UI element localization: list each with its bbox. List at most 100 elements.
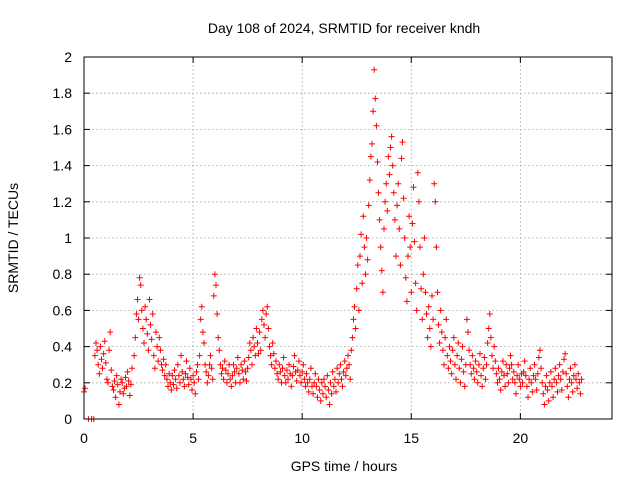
data-point <box>484 340 491 346</box>
data-point <box>505 379 512 386</box>
data-point <box>160 356 167 363</box>
data-point <box>475 361 482 368</box>
data-point <box>124 368 131 375</box>
data-point <box>276 361 283 368</box>
data-point <box>340 368 347 375</box>
data-point <box>460 368 467 375</box>
data-point <box>394 202 401 209</box>
data-point <box>419 316 426 323</box>
data-point <box>487 334 494 341</box>
data-point <box>330 383 337 390</box>
data-point <box>492 358 499 365</box>
data-point <box>273 358 279 365</box>
data-point <box>95 361 102 368</box>
data-point <box>109 383 116 390</box>
data-point <box>223 379 230 386</box>
data-point <box>289 372 296 379</box>
data-point <box>455 340 462 346</box>
data-point <box>369 140 375 147</box>
data-point <box>395 180 402 187</box>
y-tick-label: 1.4 <box>53 158 73 174</box>
data-point <box>470 365 477 372</box>
data-point <box>563 370 570 377</box>
y-tick-labels: 0 0.2 0.4 0.6 0.8 1 1.2 1.4 1.6 1.8 2 <box>53 49 73 427</box>
data-point <box>534 370 541 377</box>
data-point <box>283 367 290 374</box>
data-point <box>317 397 324 404</box>
data-point <box>153 329 159 336</box>
data-point <box>383 180 390 187</box>
data-point <box>441 361 447 368</box>
data-point <box>376 216 383 223</box>
data-point <box>136 274 143 281</box>
data-point <box>442 334 449 341</box>
data-point <box>549 383 555 390</box>
data-point <box>339 383 346 390</box>
y-tick-label: 1.6 <box>53 121 73 137</box>
data-point <box>468 370 475 377</box>
data-point <box>359 280 366 287</box>
data-point <box>355 307 362 314</box>
data-point <box>431 180 438 187</box>
data-point <box>134 296 141 303</box>
data-point <box>279 365 286 372</box>
data-point <box>525 394 531 401</box>
data-point <box>294 367 301 374</box>
data-point <box>149 311 156 317</box>
data-point <box>252 352 259 359</box>
data-point <box>482 376 489 383</box>
data-point <box>535 354 542 361</box>
data-point <box>550 394 557 401</box>
data-point <box>503 361 510 368</box>
data-point <box>241 358 248 365</box>
data-point <box>375 189 382 196</box>
data-point <box>166 370 173 377</box>
data-point <box>235 370 242 377</box>
data-point <box>298 379 305 386</box>
data-point <box>568 379 575 386</box>
data-point <box>103 376 110 383</box>
data-point <box>520 368 527 375</box>
data-point <box>371 66 378 73</box>
data-point <box>421 235 428 241</box>
data-point <box>377 244 384 251</box>
data-point <box>323 394 330 401</box>
data-point <box>189 387 195 393</box>
data-point <box>263 311 270 317</box>
data-point <box>420 271 427 278</box>
data-point <box>261 321 267 328</box>
data-point <box>444 352 451 359</box>
data-point <box>554 388 561 395</box>
data-point <box>191 379 198 386</box>
data-point <box>120 390 127 397</box>
data-point <box>557 376 564 383</box>
data-point <box>274 370 281 377</box>
data-point <box>358 231 365 238</box>
data-point <box>513 390 519 397</box>
data-point <box>277 368 284 375</box>
data-point <box>447 358 454 365</box>
data-point <box>385 153 392 160</box>
data-point <box>218 370 225 377</box>
data-point <box>493 370 500 377</box>
data-point <box>172 376 179 383</box>
data-point <box>132 334 139 341</box>
data-point <box>217 361 224 368</box>
data-point <box>167 379 174 386</box>
data-point <box>207 352 214 359</box>
data-point <box>150 352 157 359</box>
data-point <box>225 370 231 377</box>
data-point <box>423 311 430 317</box>
data-point <box>163 376 170 383</box>
x-tick-label: 20 <box>513 430 529 446</box>
data-point <box>247 347 254 354</box>
y-tick-label: 0 <box>64 411 72 427</box>
data-point <box>337 361 344 368</box>
data-point <box>382 198 389 205</box>
data-point <box>467 361 474 368</box>
chart-title: Day 108 of 2024, SRMTID for receiver knd… <box>208 20 480 36</box>
data-point <box>139 325 146 332</box>
data-point <box>170 381 177 388</box>
